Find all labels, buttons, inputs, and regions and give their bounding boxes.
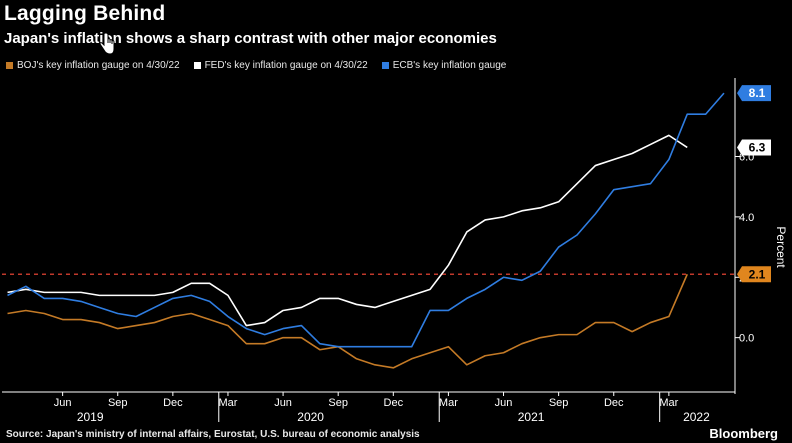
year-label: 2020 bbox=[297, 410, 324, 424]
y-axis-label: Percent bbox=[774, 226, 788, 268]
x-tick-label: Dec bbox=[384, 397, 404, 409]
legend-label-ecb: ECB's key inflation gauge bbox=[392, 60, 507, 71]
x-tick-label: Dec bbox=[604, 397, 624, 409]
series-line-boj bbox=[7, 273, 688, 369]
x-tick-label: Sep bbox=[549, 397, 569, 409]
hand-cursor-icon bbox=[99, 33, 115, 55]
legend-item-boj: BOJ's key inflation gauge on 4/30/22 bbox=[6, 60, 180, 71]
x-tick-label: Jun bbox=[274, 397, 292, 409]
legend-item-ecb: ECB's key inflation gauge bbox=[381, 60, 507, 71]
legend-item-fed: FED's key inflation gauge on 4/30/22 bbox=[193, 60, 368, 71]
end-label-boj: 2.1 bbox=[749, 267, 766, 281]
x-tick-label: Sep bbox=[328, 397, 348, 409]
chart-title: Lagging Behind bbox=[4, 2, 166, 25]
legend-label-fed: FED's key inflation gauge on 4/30/22 bbox=[204, 60, 368, 71]
legend-label-boj: BOJ's key inflation gauge on 4/30/22 bbox=[17, 60, 180, 71]
year-label: 2022 bbox=[683, 410, 710, 424]
x-tick-label: Mar bbox=[439, 397, 458, 409]
legend: BOJ's key inflation gauge on 4/30/22 FED… bbox=[6, 60, 506, 71]
end-badge-boj bbox=[737, 266, 771, 283]
end-badge-ecb bbox=[737, 85, 771, 102]
y-tick-label: 0.0 bbox=[739, 333, 754, 345]
series-line-ecb bbox=[7, 92, 725, 348]
x-tick-label: Mar bbox=[659, 397, 678, 409]
chart-subtitle: Japan's inflation shows a sharp contrast… bbox=[4, 30, 497, 47]
x-tick-label: Sep bbox=[108, 397, 128, 409]
x-tick-label: Mar bbox=[218, 397, 237, 409]
x-tick-label: Dec bbox=[163, 397, 183, 409]
series-line-fed bbox=[7, 134, 688, 327]
y-tick-label: 4.0 bbox=[739, 212, 754, 224]
x-tick-label: Jun bbox=[495, 397, 513, 409]
legend-swatch-ecb bbox=[381, 62, 389, 69]
year-label: 2019 bbox=[77, 410, 104, 424]
end-label-fed: 6.3 bbox=[749, 140, 766, 154]
legend-swatch-fed bbox=[193, 62, 201, 69]
end-label-ecb: 8.1 bbox=[749, 86, 766, 100]
x-tick-label: Jun bbox=[54, 397, 72, 409]
year-label: 2021 bbox=[518, 410, 545, 424]
legend-swatch-boj bbox=[6, 62, 13, 69]
brand-logo: Bloomberg bbox=[709, 426, 778, 441]
end-badge-fed bbox=[737, 139, 771, 156]
source-note: Source: Japan's ministry of internal aff… bbox=[6, 429, 420, 440]
